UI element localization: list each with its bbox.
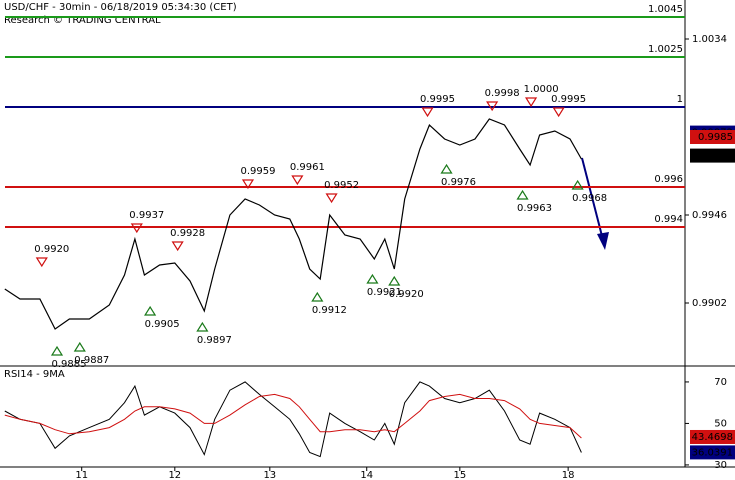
x-tick-label: 18 — [562, 470, 575, 480]
price-tag — [690, 130, 735, 144]
x-tick-label: 15 — [453, 470, 466, 480]
high-marker — [35, 257, 48, 268]
high-label: 0.9952 — [324, 180, 359, 191]
level-label: 1 — [677, 94, 683, 105]
low-marker — [311, 291, 324, 302]
low-label: 0.9887 — [74, 355, 109, 366]
low-marker — [50, 345, 64, 356]
high-label: 1.0000 — [524, 84, 559, 95]
high-marker — [171, 241, 184, 252]
low-marker — [440, 163, 453, 174]
high-marker — [241, 179, 255, 190]
high-marker — [525, 97, 538, 108]
y-tick-label: 0.9902 — [692, 298, 727, 309]
low-marker — [73, 341, 86, 352]
low-marker — [388, 275, 401, 286]
high-label: 0.9937 — [129, 210, 164, 221]
chart-title: USD/CHF - 30min - 06/18/2019 05:34:30 (C… — [4, 2, 237, 13]
price-tag-label: 43.4698 — [692, 432, 733, 443]
x-tick-label: 12 — [168, 470, 181, 480]
chart-subtitle: Research © TRADING CENTRAL — [4, 15, 161, 26]
price-tag-label: 0.99757 — [692, 151, 733, 162]
level-label: 1.0025 — [648, 44, 683, 55]
y-tick-label: 1.0034 — [692, 34, 727, 45]
x-tick-label: 14 — [360, 470, 373, 480]
high-marker — [130, 223, 143, 234]
high-label: 0.9920 — [34, 244, 69, 255]
level-label: 0.994 — [654, 214, 683, 225]
low-label: 0.9897 — [197, 335, 232, 346]
price-tag — [690, 445, 735, 460]
level-label: 1.0045 — [648, 4, 683, 15]
rsi-title: RSI14 - 9MA — [4, 369, 65, 380]
series-line — [4, 381, 582, 458]
y-tick-label: 50 — [714, 418, 727, 429]
low-label: 0.9912 — [312, 305, 347, 316]
x-tick-label: 11 — [75, 470, 88, 480]
high-marker — [421, 107, 434, 118]
low-label: 0.9968 — [572, 193, 607, 204]
high-label: 0.9995 — [551, 94, 586, 105]
low-label: 0.9963 — [517, 203, 552, 214]
x-tick-label: 13 — [263, 470, 276, 480]
low-label: 0.9905 — [145, 319, 180, 330]
high-marker — [552, 107, 565, 118]
price-tag — [690, 148, 735, 163]
low-marker — [571, 179, 584, 190]
high-label: 0.9959 — [240, 166, 275, 177]
price-tag-label: 36.0391 — [692, 447, 733, 458]
low-marker — [366, 273, 379, 284]
price-tag — [690, 429, 735, 444]
high-label: 0.9928 — [170, 228, 205, 239]
low-label: 0.9885 — [52, 359, 87, 370]
low-marker — [144, 305, 157, 316]
y-tick-label: 0.9946 — [692, 210, 727, 221]
price-line — [4, 118, 582, 330]
y-tick-label: 30 — [714, 460, 727, 471]
series-line — [4, 393, 582, 439]
low-marker — [516, 189, 529, 200]
high-label: 0.9961 — [290, 162, 325, 173]
low-label: 0.9921 — [367, 287, 402, 298]
price-tag-label: 0.9985 — [698, 132, 733, 143]
high-label: 0.9998 — [485, 88, 520, 99]
low-label: 0.9976 — [441, 177, 476, 188]
y-tick-label: 70 — [714, 377, 727, 388]
low-label: 0.9920 — [389, 289, 424, 300]
high-marker — [486, 101, 499, 112]
low-marker — [196, 321, 209, 332]
high-marker — [325, 193, 338, 204]
level-label: 0.996 — [654, 174, 683, 185]
high-marker — [291, 175, 304, 186]
high-label: 0.9995 — [420, 94, 455, 105]
